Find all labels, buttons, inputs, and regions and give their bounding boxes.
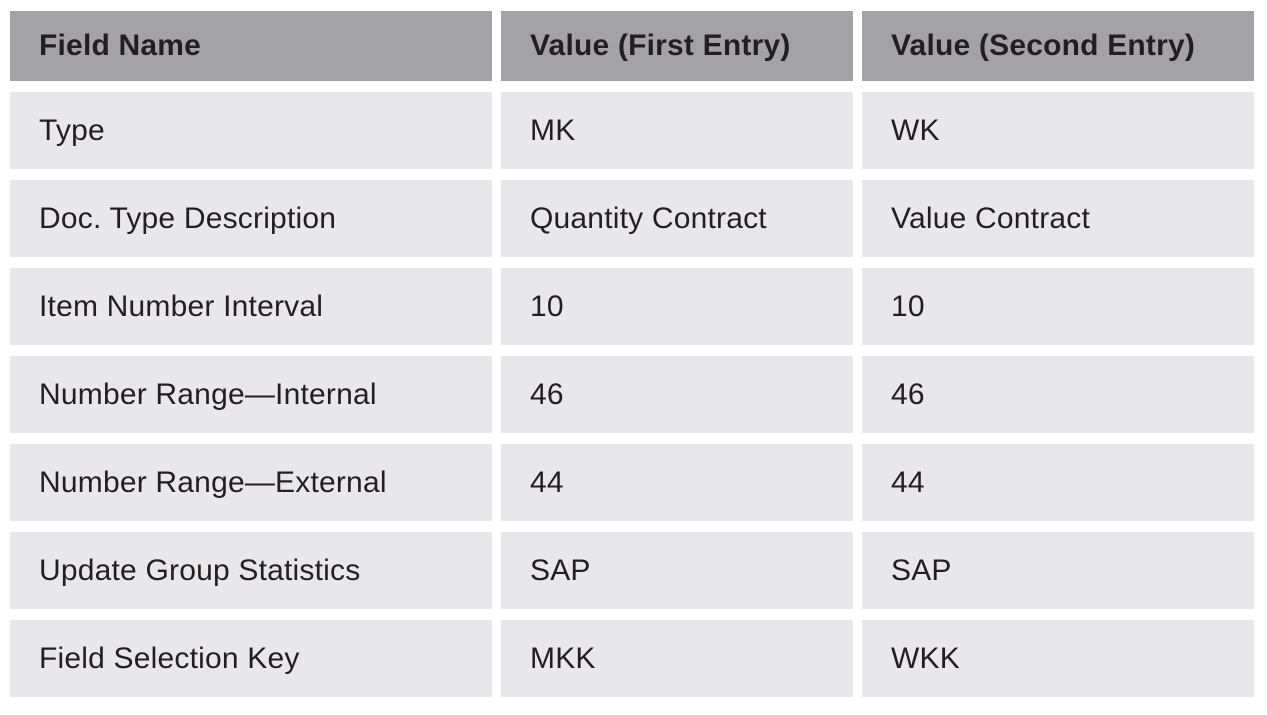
table-cell-second-value: 10 bbox=[862, 268, 1254, 345]
table-cell-second-value: WK bbox=[862, 92, 1254, 169]
table-cell-first-value: 44 bbox=[501, 444, 853, 521]
table-row-field-name: Update Group Statistics bbox=[10, 532, 492, 609]
column-header-value-second-entry: Value (Second Entry) bbox=[862, 11, 1254, 81]
table-cell-first-value: 10 bbox=[501, 268, 853, 345]
column-header-value-first-entry: Value (First Entry) bbox=[501, 11, 853, 81]
table-cell-first-value: 46 bbox=[501, 356, 853, 433]
table-cell-first-value: MKK bbox=[501, 620, 853, 697]
table-row-field-name: Item Number Interval bbox=[10, 268, 492, 345]
table-cell-first-value: SAP bbox=[501, 532, 853, 609]
table-cell-first-value: MK bbox=[501, 92, 853, 169]
table-cell-second-value: Value Contract bbox=[862, 180, 1254, 257]
table-cell-second-value: 46 bbox=[862, 356, 1254, 433]
table-cell-first-value: Quantity Contract bbox=[501, 180, 853, 257]
table-cell-second-value: WKK bbox=[862, 620, 1254, 697]
table-row-field-name: Doc. Type Description bbox=[10, 180, 492, 257]
table-row-field-name: Number Range—Internal bbox=[10, 356, 492, 433]
document-types-table: Field Name Value (First Entry) Value (Se… bbox=[10, 11, 1254, 697]
table-cell-second-value: SAP bbox=[862, 532, 1254, 609]
column-header-field-name: Field Name bbox=[10, 11, 492, 81]
table-cell-second-value: 44 bbox=[862, 444, 1254, 521]
table-row-field-name: Type bbox=[10, 92, 492, 169]
table-row-field-name: Number Range—External bbox=[10, 444, 492, 521]
table-row-field-name: Field Selection Key bbox=[10, 620, 492, 697]
